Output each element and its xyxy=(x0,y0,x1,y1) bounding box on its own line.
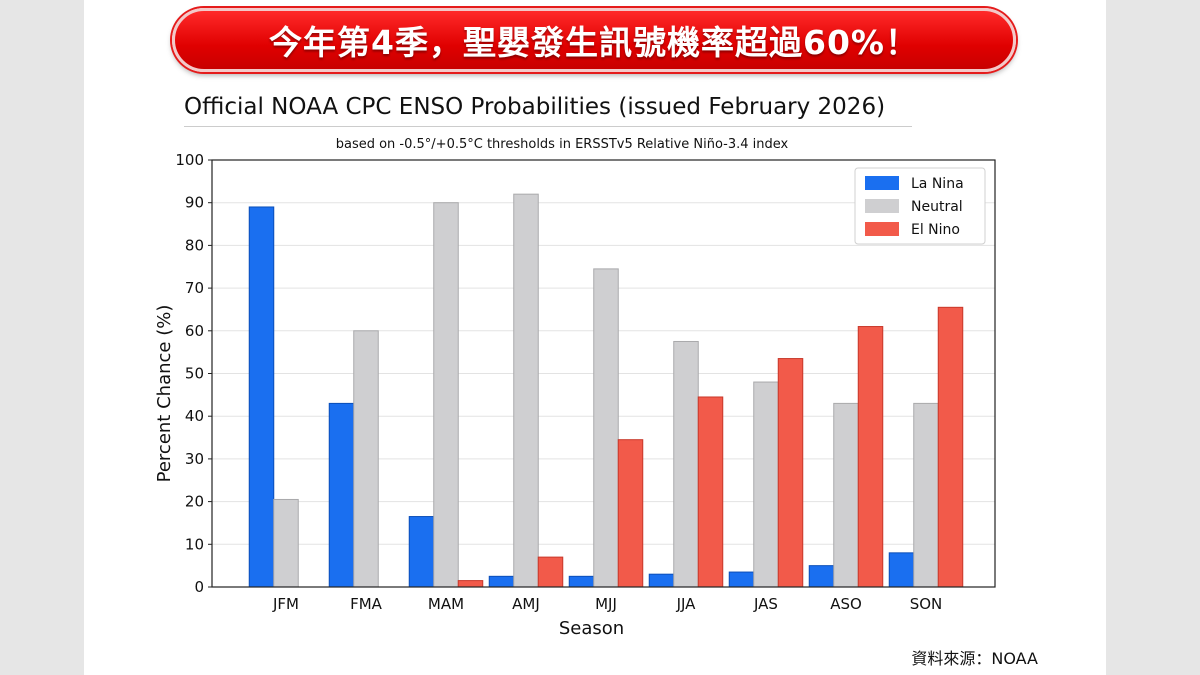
y-axis-label: Percent Chance (%) xyxy=(154,305,175,483)
y-tick-label: 20 xyxy=(185,493,204,511)
bar-la-nina-mam xyxy=(408,516,435,588)
chart-subtitle: based on -0.5°/+0.5°C thresholds in ERSS… xyxy=(335,137,789,152)
bar-la-nina-fma xyxy=(328,402,355,588)
legend-label: El Nino xyxy=(911,222,960,238)
legend-swatch xyxy=(865,199,899,213)
y-tick-label: 80 xyxy=(185,236,204,254)
y-tick-label: 10 xyxy=(185,535,204,553)
bar-neutral-jfm xyxy=(273,498,299,588)
y-tick-label: 70 xyxy=(185,279,204,297)
bar-la-nina-son xyxy=(888,552,915,588)
bar-neutral-mam xyxy=(433,202,459,588)
bar-el-nino-jas xyxy=(777,358,804,588)
y-tick-label: 40 xyxy=(185,407,204,425)
bar-el-nino-aso xyxy=(857,326,884,588)
title-underline xyxy=(184,126,912,127)
bar-la-nina-jja xyxy=(648,573,675,588)
bar-la-nina-mjj xyxy=(568,575,595,588)
bar-neutral-amj xyxy=(513,193,539,588)
headline-banner: 今年第4季，聖嬰發生訊號機率超過60%！ xyxy=(172,8,1016,72)
y-tick-label: 30 xyxy=(185,450,204,468)
left-margin xyxy=(0,0,84,675)
x-tick-label: JAS xyxy=(753,595,778,613)
bar-el-nino-mjj xyxy=(617,439,644,588)
bar-el-nino-amj xyxy=(537,556,564,588)
source-credit: 資料來源：NOAA xyxy=(911,649,1038,668)
y-tick-label: 100 xyxy=(175,151,204,169)
bar-neutral-son xyxy=(913,402,939,588)
x-tick-label: JJA xyxy=(676,595,697,613)
bar-neutral-jas xyxy=(753,381,779,588)
bar-la-nina-jfm xyxy=(248,206,275,588)
right-margin xyxy=(1106,0,1200,675)
x-tick-label: SON xyxy=(910,595,943,613)
legend-label: La Nina xyxy=(911,176,964,192)
x-axis-label: Season xyxy=(559,618,624,639)
bar-el-nino-son xyxy=(937,306,964,588)
x-tick-label: MJJ xyxy=(595,595,617,613)
bar-la-nina-jas xyxy=(728,571,755,588)
bar-el-nino-mam xyxy=(457,580,484,588)
bar-neutral-fma xyxy=(353,330,379,588)
legend-label: Neutral xyxy=(911,199,963,215)
bar-el-nino-jja xyxy=(697,396,724,588)
bar-neutral-jja xyxy=(673,340,699,588)
x-tick-label: MAM xyxy=(428,595,464,613)
x-tick-label: FMA xyxy=(350,595,383,613)
bar-la-nina-amj xyxy=(488,575,515,588)
chart-title: Official NOAA CPC ENSO Probabilities (is… xyxy=(184,94,886,120)
y-tick-label: 90 xyxy=(185,194,204,212)
legend-swatch xyxy=(865,176,899,190)
plot-frame xyxy=(211,159,996,588)
y-tick-label: 50 xyxy=(185,365,204,383)
bar-neutral-aso xyxy=(833,402,859,588)
x-tick-label: ASO xyxy=(830,595,862,613)
bar-neutral-mjj xyxy=(593,268,619,588)
bar-la-nina-aso xyxy=(808,565,835,588)
y-tick-label: 0 xyxy=(194,578,204,596)
legend-swatch xyxy=(865,222,899,236)
x-tick-label: AMJ xyxy=(512,595,540,613)
x-tick-label: JFM xyxy=(272,595,299,613)
y-tick-label: 60 xyxy=(185,322,204,340)
headline-text: 今年第4季，聖嬰發生訊號機率超過60%！ xyxy=(269,23,919,62)
